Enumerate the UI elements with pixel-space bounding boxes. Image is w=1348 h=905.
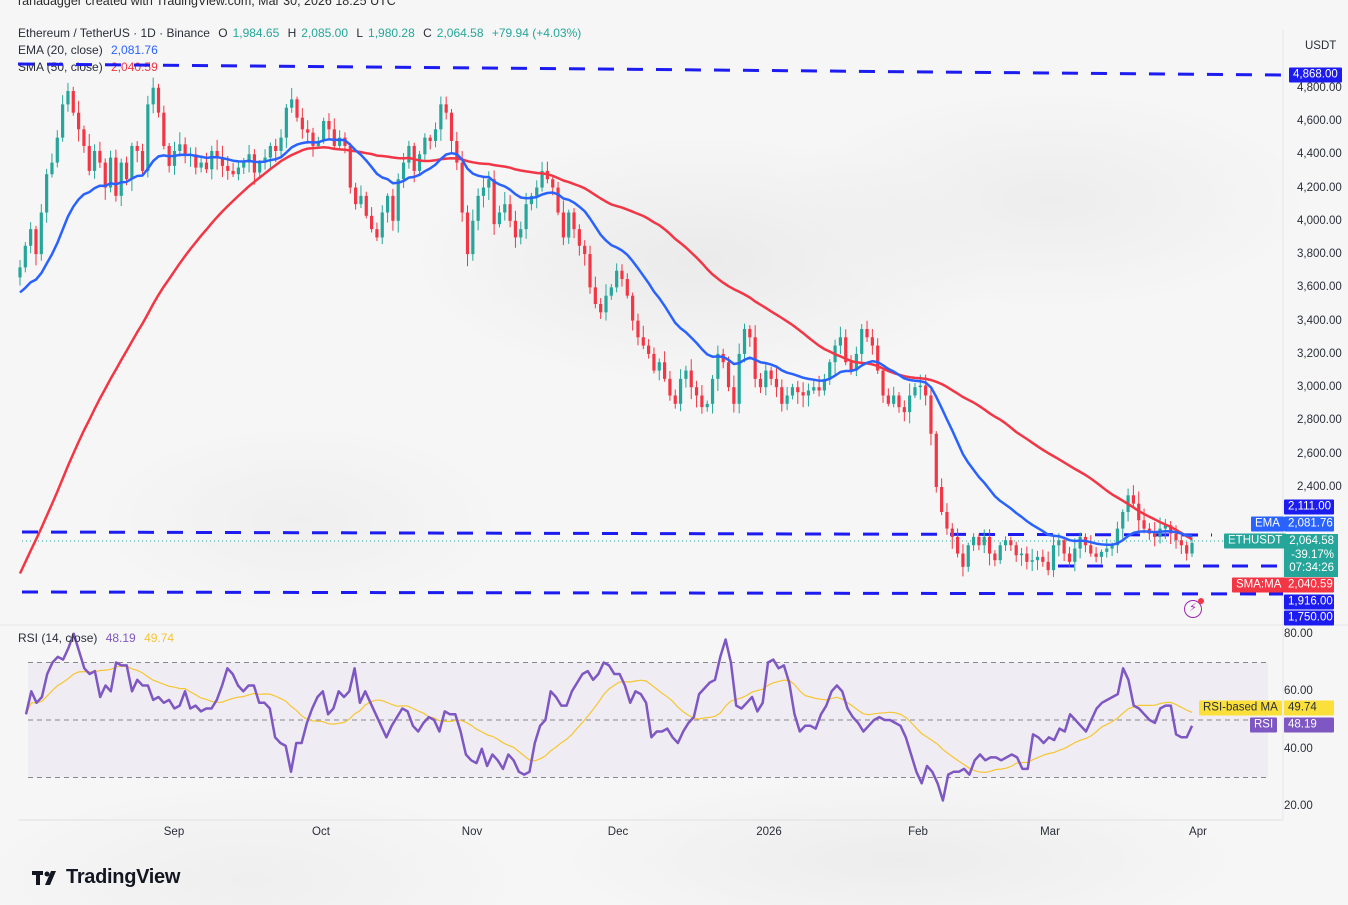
time-label-mar: Mar — [1040, 826, 1060, 838]
rsi-legend[interactable]: RSI (14, close) 48.19 49.74 — [18, 631, 174, 645]
time-label-nov: Nov — [461, 826, 483, 838]
brand-name: TradingView — [66, 866, 181, 888]
close-value: 2,064.58 — [436, 26, 484, 40]
price-tick: 4,200.00 — [1297, 181, 1342, 194]
sma-label-tag: SMA:MA — [1232, 577, 1286, 593]
support-2-tag: 1,750.00 — [1284, 610, 1334, 626]
rsi-ma-legend-value: 49.74 — [144, 631, 175, 645]
price-tick: 4,400.00 — [1297, 148, 1342, 161]
sma-value-tag: 2,040.59 — [1284, 577, 1334, 593]
support-1-tag: 1,916.00 — [1284, 594, 1334, 610]
sma-legend-value: 2,040.59 — [111, 60, 158, 74]
last-price-box: 2,064.58 -39.17% 07:34:26 — [1284, 534, 1338, 577]
chart-credit: ranadagger created with TradingView.com,… — [18, 0, 396, 8]
ema-value-tag: 2,081.76 — [1284, 516, 1334, 532]
ema-legend-value: 2,081.76 — [111, 43, 158, 57]
price-tick: 3,400.00 — [1297, 314, 1342, 327]
last-price: 2,064.58 — [1289, 535, 1334, 547]
candlesticks — [18, 77, 1194, 577]
rsi-ma-value-tag: 49.74 — [1284, 700, 1334, 716]
symbol-legend: Ethereum / TetherUS · 1D · Binance O 1,98… — [18, 26, 582, 40]
price-tick: 3,600.00 — [1297, 281, 1342, 294]
flash-alert-icon[interactable]: ⚡ — [1184, 598, 1204, 618]
tradingview-logo-icon — [32, 870, 56, 885]
rsi-value-tag: 48.19 — [1284, 717, 1334, 733]
low-value: 1,980.28 — [368, 26, 415, 40]
last-change: -39.17% — [1291, 548, 1334, 561]
rsi-indicator — [24, 632, 1194, 802]
change-value: +79.94 (+4.03%) — [491, 26, 582, 40]
time-label-2026: 2026 — [756, 826, 782, 838]
time-label-dec: Dec — [607, 826, 629, 838]
time-label-sep: Sep — [163, 826, 185, 838]
rsi-tick: 80.00 — [1284, 627, 1313, 640]
rsi-tick: 60.00 — [1284, 685, 1313, 698]
symbol-label-tag: ETHUSDT — [1224, 533, 1287, 549]
price-axis-unit: USDT — [1305, 40, 1337, 52]
open-value: 1,984.65 — [232, 26, 280, 40]
price-tick: 3,000.00 — [1297, 381, 1342, 394]
rsi-ma-label-tag: RSI-based MA — [1199, 700, 1282, 716]
price-tick: 4,600.00 — [1297, 115, 1342, 127]
price-tick: 4,000.00 — [1297, 214, 1342, 227]
rsi-label-tag: RSI — [1250, 717, 1278, 733]
price-tick: 3,800.00 — [1297, 248, 1342, 261]
time-label-apr: Apr — [1189, 826, 1207, 838]
moving-averages — [18, 138, 1193, 575]
high-value: 2,085.00 — [301, 26, 349, 40]
price-tick: 2,800.00 — [1297, 414, 1342, 427]
rsi-tick: 20.00 — [1284, 800, 1313, 813]
resistance-top-tag: 4,868.00 — [1289, 67, 1342, 83]
price-tick: 3,200.00 — [1297, 347, 1342, 360]
rsi-legend-label: RSI (14, close) — [18, 631, 98, 645]
symbol-title[interactable]: Ethereum / TetherUS · 1D · Binance — [18, 26, 210, 40]
notification-dot — [1198, 598, 1204, 604]
bar-countdown: 07:34:26 — [1289, 562, 1334, 574]
rsi-legend-value: 48.19 — [105, 631, 136, 645]
horizontal-levels — [17, 62, 1284, 596]
price-tick: 4,800.00 — [1297, 81, 1342, 94]
rsi-tick: 40.00 — [1284, 742, 1313, 755]
time-label-oct: Oct — [312, 826, 330, 838]
time-label-feb: Feb — [908, 826, 928, 838]
price-tick: 2,400.00 — [1297, 481, 1342, 493]
price-tick: 2,600.00 — [1297, 447, 1342, 460]
ema-label-tag: EMA — [1251, 516, 1284, 532]
resistance-mid-tag: 2,111.00 — [1284, 499, 1334, 515]
tradingview-logo[interactable]: TradingView — [32, 866, 180, 889]
ema-legend-label: EMA (20, close) — [18, 43, 103, 57]
ema-legend[interactable]: EMA (20, close) 2,081.76 — [18, 43, 158, 57]
